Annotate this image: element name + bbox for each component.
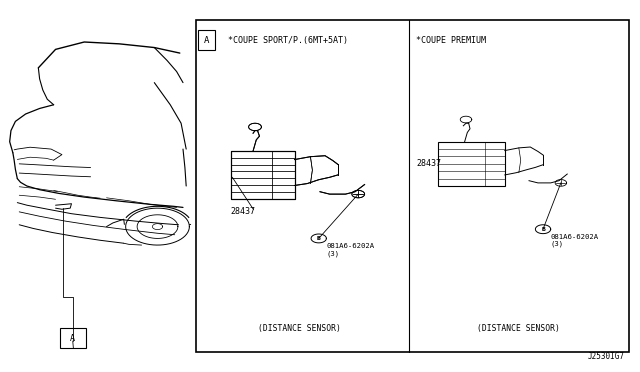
- Text: A: A: [204, 36, 209, 45]
- Text: 28437: 28437: [417, 159, 442, 169]
- Text: A: A: [70, 334, 76, 343]
- Text: B: B: [541, 227, 545, 232]
- Text: 081A6-6202A
(3): 081A6-6202A (3): [550, 234, 599, 247]
- Bar: [231, 151, 294, 199]
- Text: (DISTANCE SENSOR): (DISTANCE SENSOR): [257, 324, 340, 333]
- Bar: [438, 142, 505, 186]
- Text: 28437: 28437: [231, 207, 256, 217]
- Text: *COUPE SPORT/P.(6MT+5AT): *COUPE SPORT/P.(6MT+5AT): [228, 36, 348, 45]
- Bar: [198, 30, 216, 50]
- Text: J2530IG7: J2530IG7: [588, 352, 625, 361]
- Text: (DISTANCE SENSOR): (DISTANCE SENSOR): [477, 324, 560, 333]
- Bar: [196, 20, 629, 352]
- Bar: [60, 328, 86, 349]
- Text: 081A6-6202A
(3): 081A6-6202A (3): [326, 243, 374, 257]
- Bar: [231, 151, 294, 199]
- Text: B: B: [317, 236, 321, 241]
- Text: *COUPE PREMIUM: *COUPE PREMIUM: [415, 36, 486, 45]
